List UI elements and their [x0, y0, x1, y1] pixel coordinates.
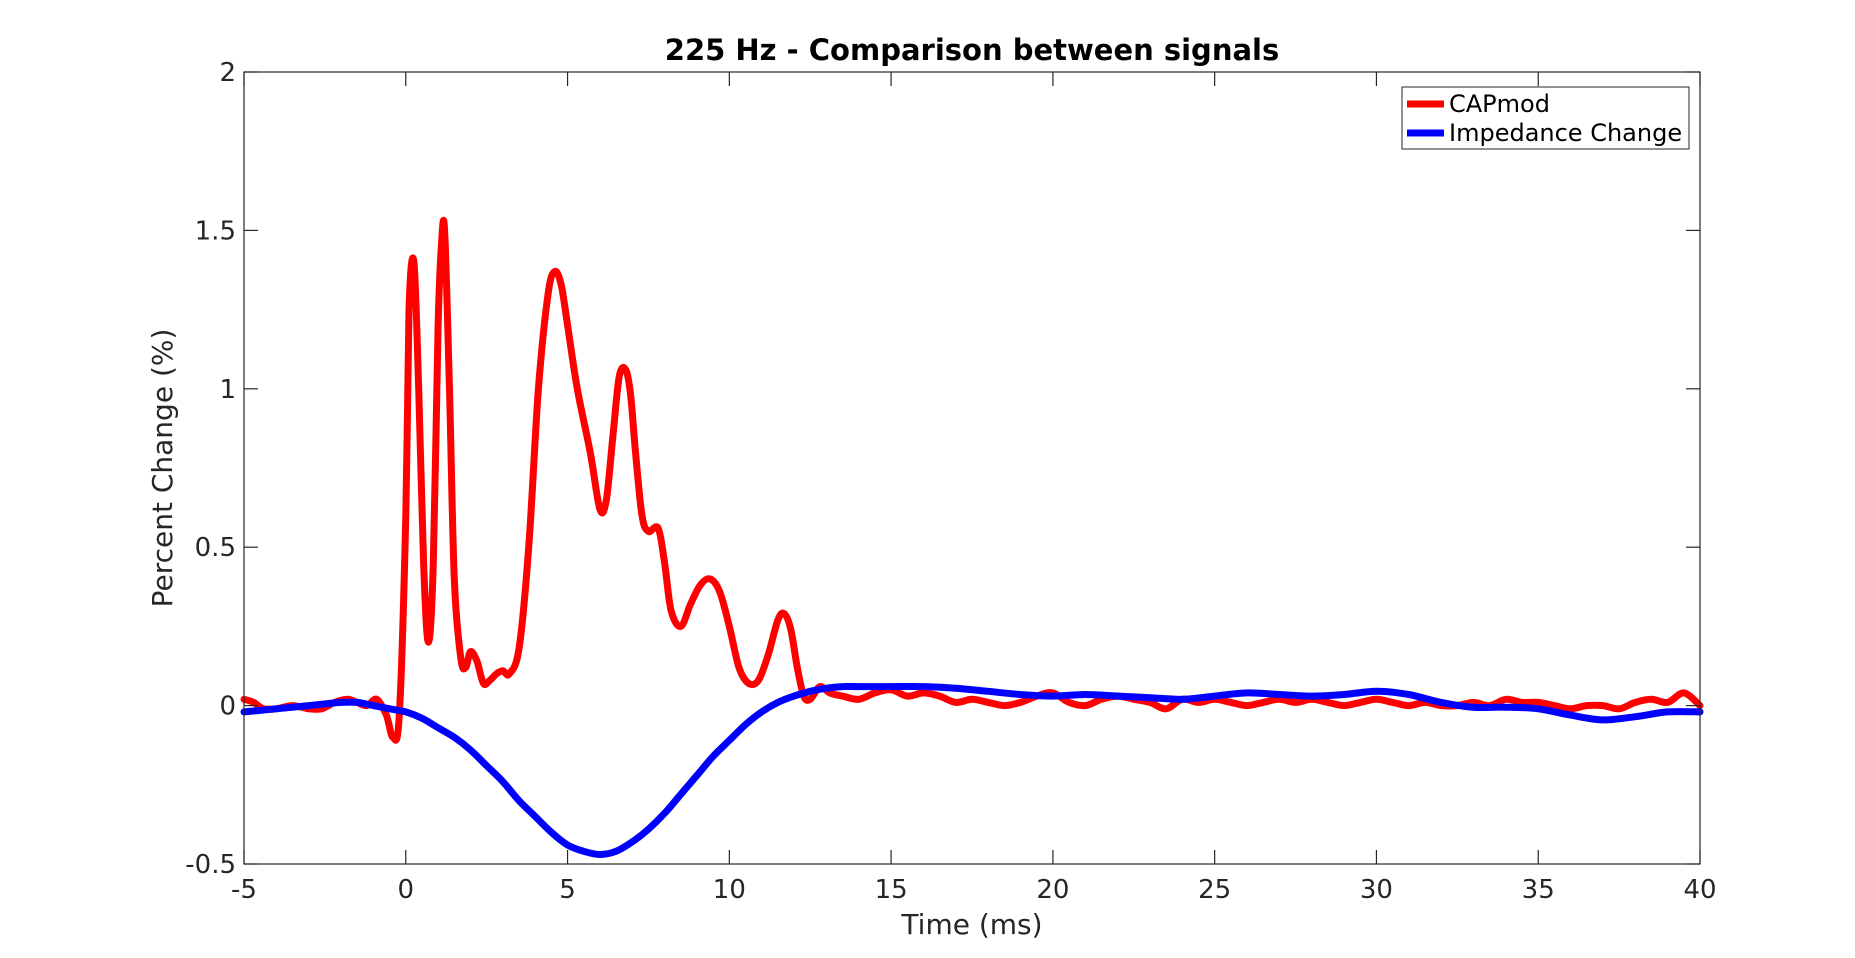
y-tick-label: 2: [219, 58, 236, 88]
x-axis-label: Time (ms): [900, 908, 1042, 941]
x-tick-label: 20: [1036, 875, 1069, 905]
series-layer: [240, 217, 1704, 858]
y-tick-label: -0.5: [185, 850, 236, 880]
x-tick-label: 40: [1683, 875, 1716, 905]
ticks-layer: -5 0 5 10 15 20 25 30 35 40 -0.5 0 0.5 1 1.5 2: [185, 58, 1716, 905]
x-tick-label: 0: [398, 875, 415, 905]
x-tick-label: 10: [713, 875, 746, 905]
legend-box: [1401, 86, 1690, 150]
series-line-impedance-change: [240, 682, 1704, 858]
x-tick-label: -5: [231, 875, 257, 905]
legend: CAPmod Impedance Change: [1401, 86, 1690, 150]
legend-label-impedance-change: Impedance Change: [1449, 119, 1682, 147]
x-tick-label: 30: [1360, 875, 1393, 905]
y-tick-label: 0: [219, 692, 236, 722]
axes-box: [243, 71, 1701, 865]
x-tick-label: 5: [559, 875, 576, 905]
y-tick-label: 0.5: [195, 533, 236, 563]
y-tick-label: 1.5: [195, 216, 236, 246]
chart-title: 225 Hz - Comparison between signals: [665, 33, 1279, 67]
x-tick-label: 35: [1522, 875, 1555, 905]
x-tick-label: 15: [875, 875, 908, 905]
x-tick-label: 25: [1198, 875, 1231, 905]
series-line-capmod: [240, 217, 1704, 744]
legend-label-capmod: CAPmod: [1449, 90, 1550, 118]
y-axis-label: Percent Change (%): [146, 329, 179, 608]
plot-area: [244, 72, 1700, 864]
y-tick-label: 1: [219, 375, 236, 405]
